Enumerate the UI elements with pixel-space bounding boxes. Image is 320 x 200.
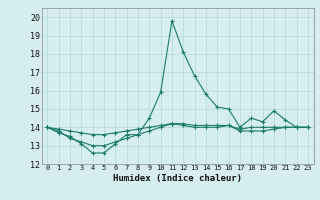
X-axis label: Humidex (Indice chaleur): Humidex (Indice chaleur) xyxy=(113,174,242,183)
